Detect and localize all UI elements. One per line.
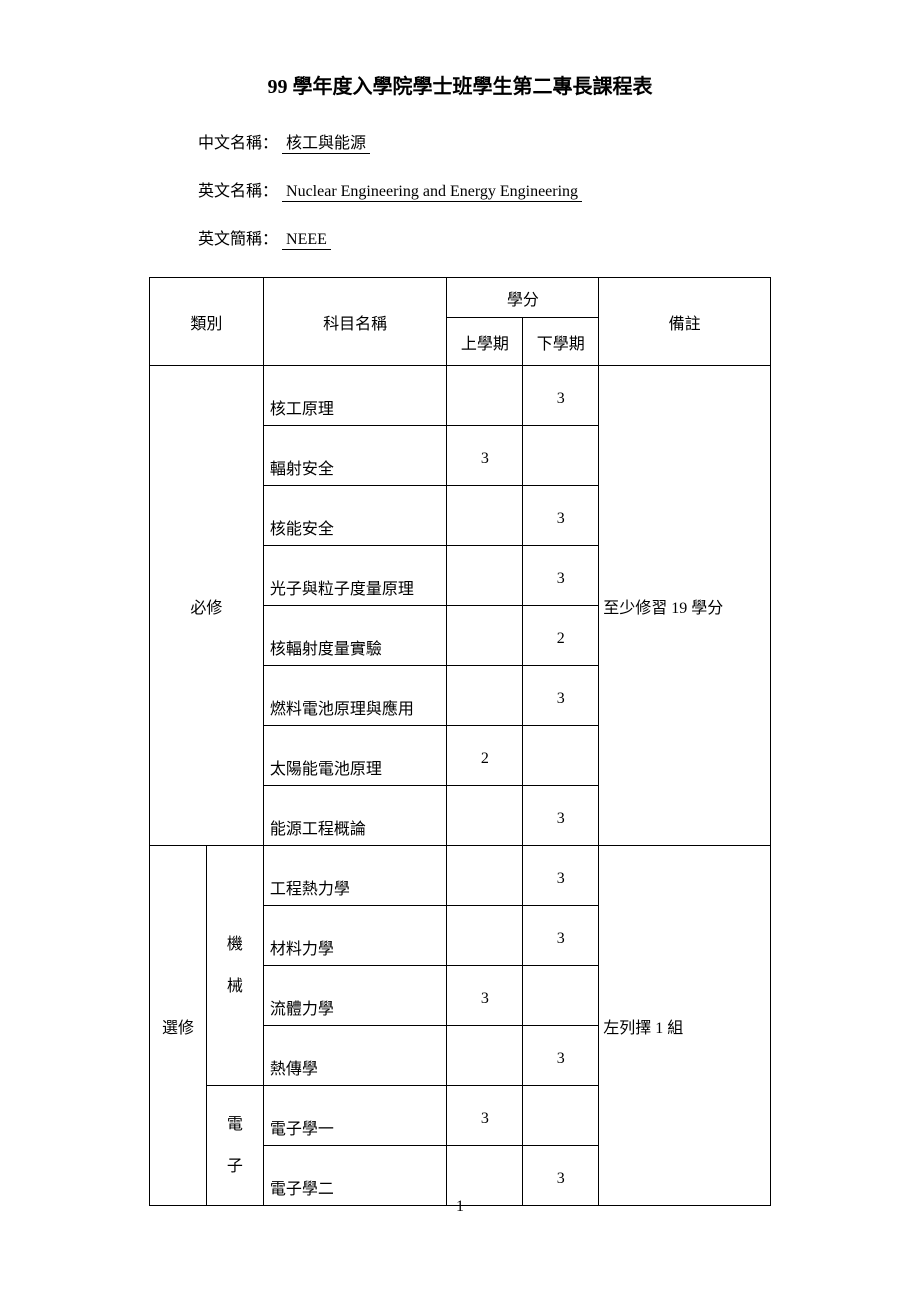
notes-required: 至少修習 19 學分 [599, 366, 771, 846]
credit-sem1: 3 [447, 426, 523, 486]
credit-sem2 [523, 966, 599, 1026]
credit-sem2 [523, 1086, 599, 1146]
credit-sem1 [447, 666, 523, 726]
meta-english-name: 英文名稱： Nuclear Engineering and Energy Eng… [198, 177, 920, 201]
credit-sem2: 3 [523, 1026, 599, 1086]
header-category: 類別 [150, 278, 264, 366]
elec-char-2: 子 [207, 1146, 263, 1188]
credit-sem1 [447, 366, 523, 426]
credit-sem2: 2 [523, 606, 599, 666]
subject-cell: 核輻射度量實驗 [263, 606, 447, 666]
meta-chinese-label: 中文名稱： [198, 135, 278, 152]
subject-cell: 光子與粒子度量原理 [263, 546, 447, 606]
credit-sem2: 3 [523, 1146, 599, 1206]
credit-sem1 [447, 486, 523, 546]
meta-english-label: 英文名稱： [198, 183, 278, 200]
credit-sem1 [447, 846, 523, 906]
credit-sem2 [523, 426, 599, 486]
credit-sem1: 2 [447, 726, 523, 786]
notes-elective: 左列擇 1 組 [599, 846, 771, 1206]
credit-sem1 [447, 1146, 523, 1206]
subject-cell: 能源工程概論 [263, 786, 447, 846]
credit-sem1: 3 [447, 966, 523, 1026]
subject-cell: 核工原理 [263, 366, 447, 426]
header-credits: 學分 [447, 278, 599, 318]
mech-char-2: 械 [207, 966, 263, 1008]
subcategory-elec: 電 子 [206, 1086, 263, 1206]
table-row: 必修 核工原理 3 至少修習 19 學分 [150, 366, 771, 426]
meta-chinese-name: 中文名稱： 核工與能源 [198, 129, 920, 153]
header-subject: 科目名稱 [263, 278, 447, 366]
credit-sem1: 3 [447, 1086, 523, 1146]
credit-sem2: 3 [523, 786, 599, 846]
meta-abbr-label: 英文簡稱： [198, 231, 278, 248]
category-elective: 選修 [150, 846, 207, 1206]
subject-cell: 核能安全 [263, 486, 447, 546]
category-required: 必修 [150, 366, 264, 846]
header-notes: 備註 [599, 278, 771, 366]
subject-cell: 材料力學 [263, 906, 447, 966]
meta-chinese-value: 核工與能源 [282, 135, 370, 154]
subject-cell: 流體力學 [263, 966, 447, 1026]
subject-cell: 電子學一 [263, 1086, 447, 1146]
meta-english-abbr: 英文簡稱： NEEE [198, 225, 920, 249]
credit-sem2: 3 [523, 846, 599, 906]
credit-sem2: 3 [523, 906, 599, 966]
credit-sem2: 3 [523, 366, 599, 426]
header-sem1: 上學期 [447, 318, 523, 366]
subject-cell: 工程熱力學 [263, 846, 447, 906]
subject-cell: 輻射安全 [263, 426, 447, 486]
page-number: 1 [0, 1198, 920, 1216]
subject-cell: 燃料電池原理與應用 [263, 666, 447, 726]
credit-sem1 [447, 1026, 523, 1086]
table-header-row-1: 類別 科目名稱 學分 備註 [150, 278, 771, 318]
mech-char-1: 機 [207, 924, 263, 966]
meta-english-value: Nuclear Engineering and Energy Engineeri… [282, 183, 582, 202]
subject-cell: 電子學二 [263, 1146, 447, 1206]
header-sem2: 下學期 [523, 318, 599, 366]
credit-sem1 [447, 606, 523, 666]
credit-sem2 [523, 726, 599, 786]
credit-sem1 [447, 546, 523, 606]
credit-sem1 [447, 786, 523, 846]
credit-sem2: 3 [523, 546, 599, 606]
meta-block: 中文名稱： 核工與能源 英文名稱： Nuclear Engineering an… [198, 129, 920, 249]
credit-sem2: 3 [523, 486, 599, 546]
course-table: 類別 科目名稱 學分 備註 上學期 下學期 必修 核工原理 3 至少修習 19 … [149, 277, 771, 1206]
credit-sem2: 3 [523, 666, 599, 726]
subject-cell: 太陽能電池原理 [263, 726, 447, 786]
elec-char-1: 電 [207, 1104, 263, 1146]
page-title: 99 學年度入學院學士班學生第二專長課程表 [0, 70, 920, 99]
table-row: 選修 機 械 工程熱力學 3 左列擇 1 組 [150, 846, 771, 906]
subject-cell: 熱傳學 [263, 1026, 447, 1086]
credit-sem1 [447, 906, 523, 966]
subcategory-mech: 機 械 [206, 846, 263, 1086]
meta-abbr-value: NEEE [282, 231, 331, 250]
